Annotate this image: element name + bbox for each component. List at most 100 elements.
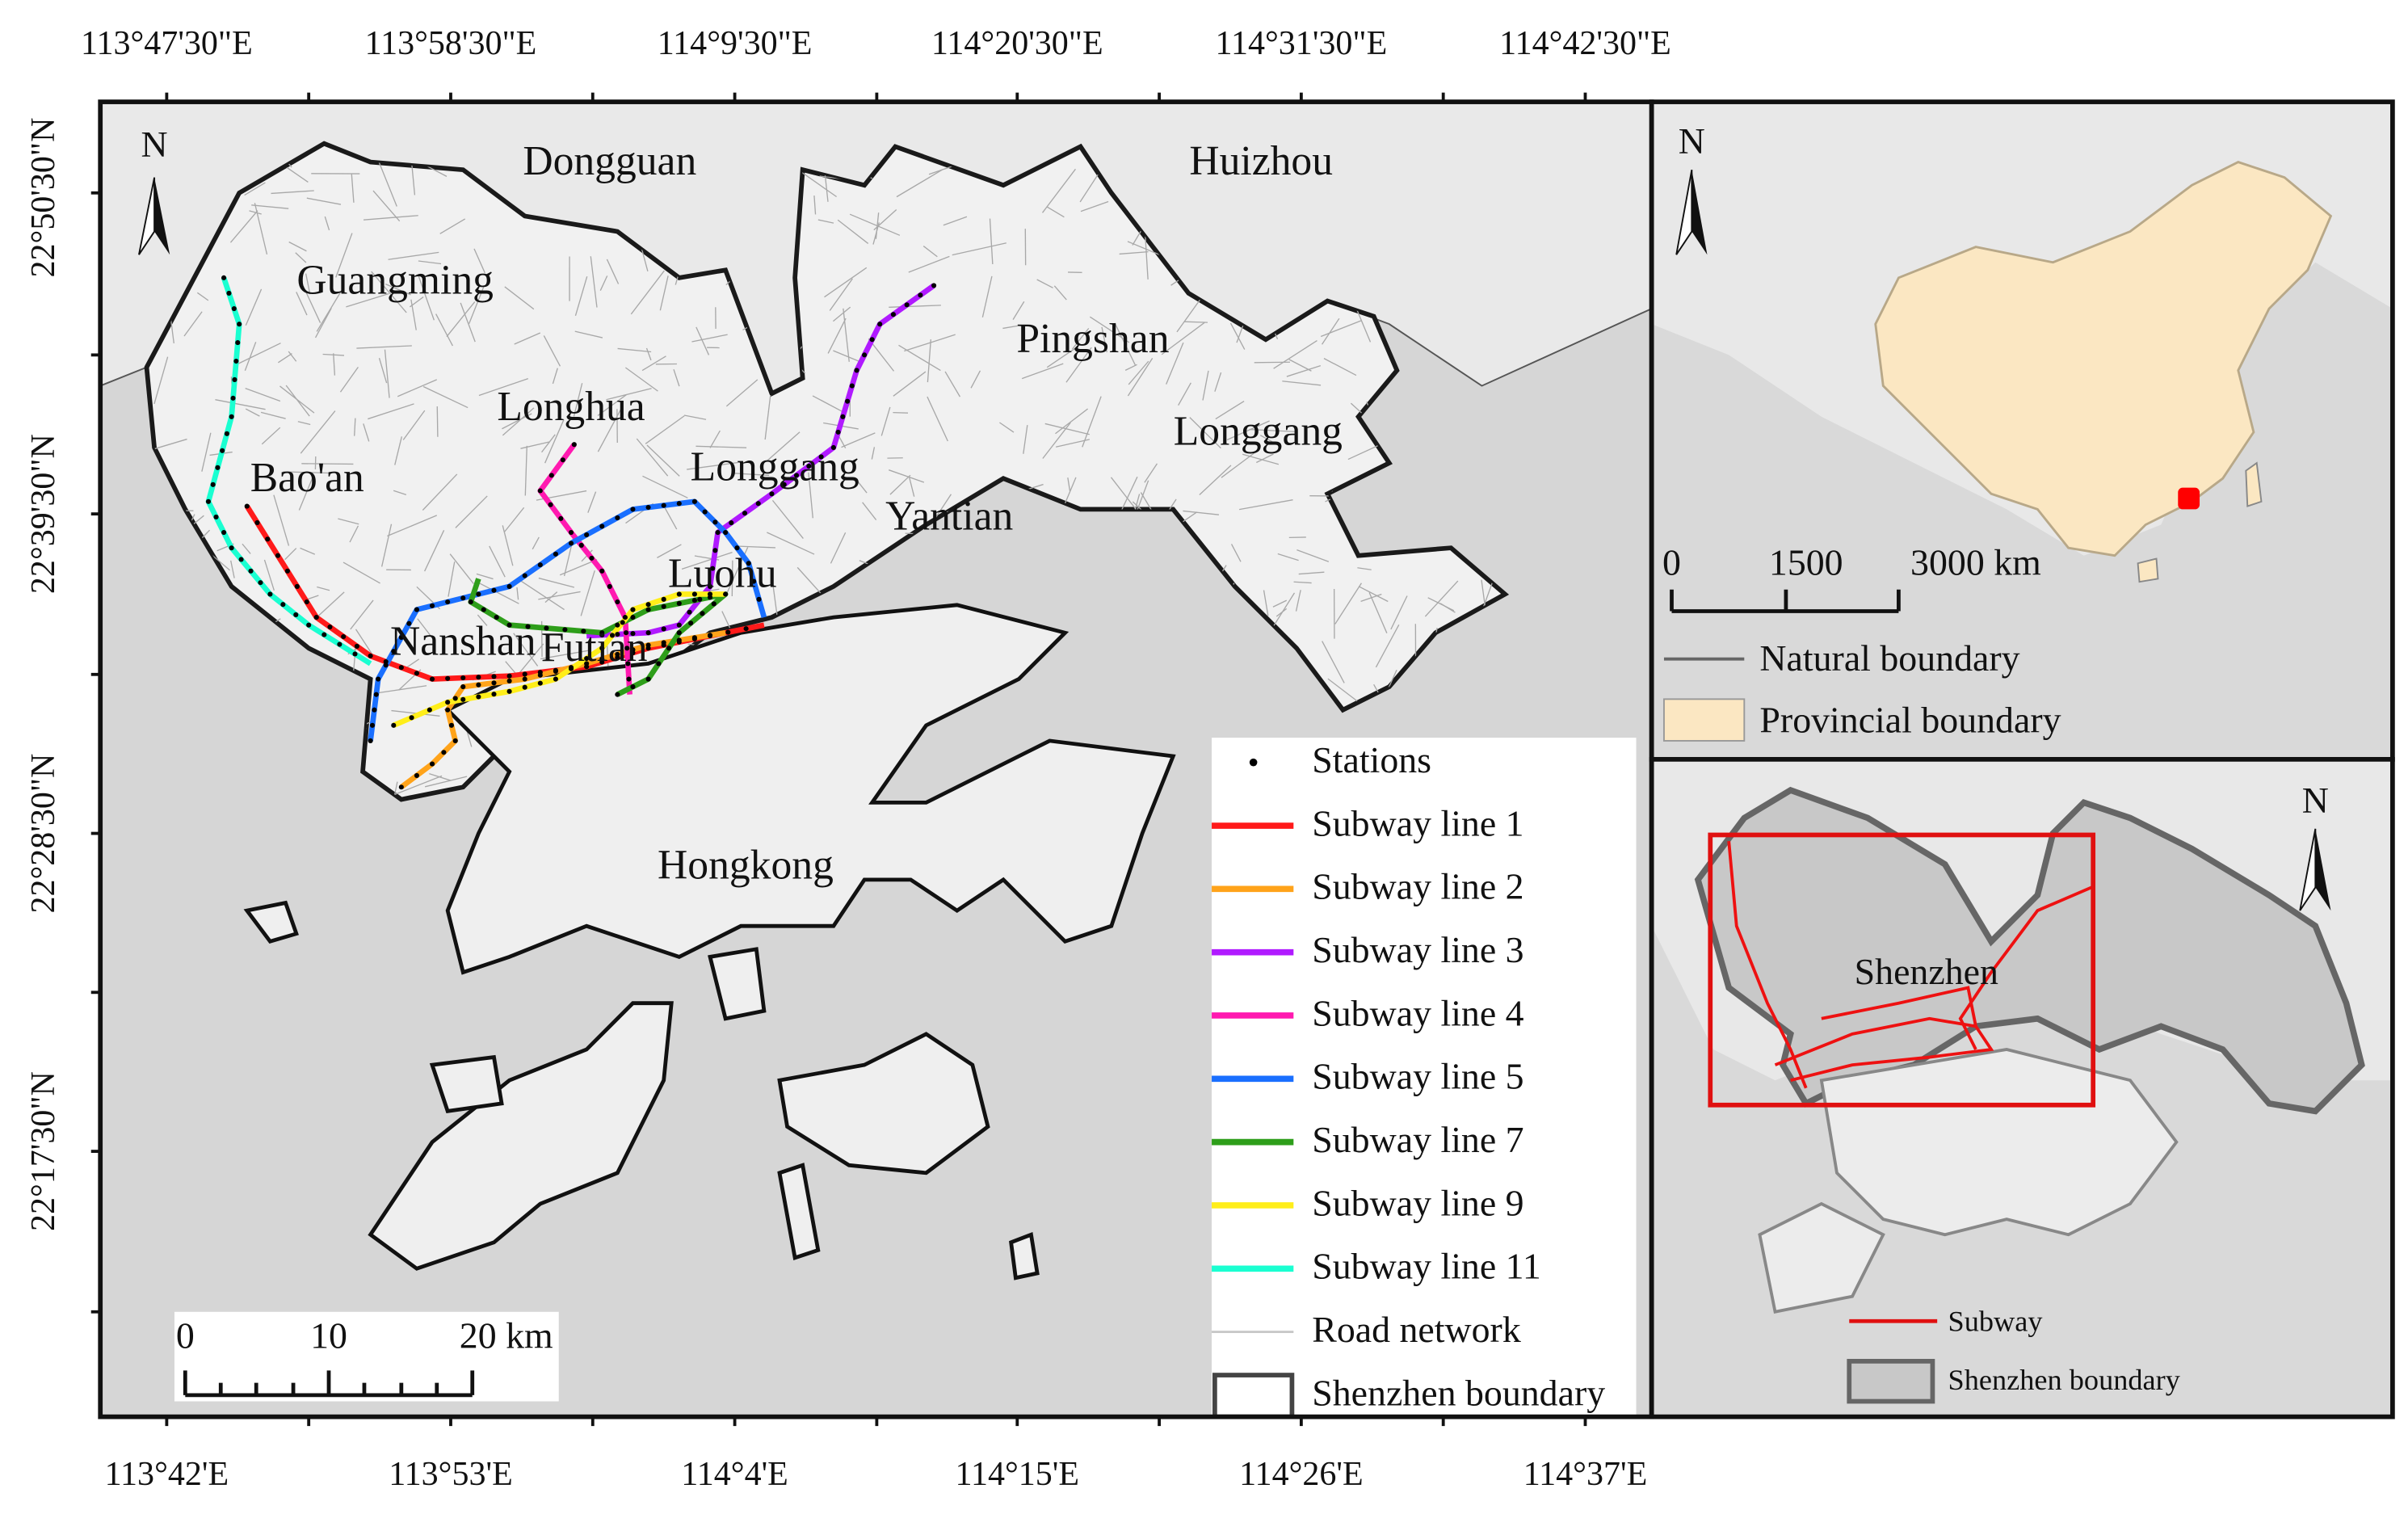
station bbox=[904, 302, 910, 308]
station bbox=[229, 414, 234, 419]
station bbox=[661, 640, 666, 646]
station bbox=[205, 498, 212, 504]
road bbox=[322, 353, 345, 356]
road bbox=[473, 248, 485, 274]
station bbox=[544, 625, 549, 631]
road bbox=[422, 473, 458, 511]
station bbox=[229, 545, 234, 551]
station bbox=[376, 676, 381, 682]
road bbox=[284, 548, 297, 561]
station bbox=[571, 442, 577, 448]
shenzhen-area bbox=[144, 141, 1510, 802]
station bbox=[275, 553, 281, 558]
station bbox=[877, 322, 883, 327]
road bbox=[183, 311, 203, 337]
station bbox=[321, 632, 327, 637]
road bbox=[410, 299, 417, 330]
place-label: Futian bbox=[541, 625, 648, 671]
station bbox=[710, 566, 716, 571]
road bbox=[201, 432, 212, 472]
road bbox=[394, 436, 403, 465]
road bbox=[541, 434, 556, 453]
road bbox=[1277, 553, 1299, 561]
road bbox=[764, 394, 771, 440]
road bbox=[295, 252, 307, 263]
station bbox=[615, 651, 620, 658]
road bbox=[659, 275, 669, 311]
island bbox=[777, 1163, 821, 1261]
subway-line bbox=[392, 591, 726, 728]
station bbox=[707, 633, 713, 638]
station bbox=[599, 646, 605, 651]
subway-sketch bbox=[1727, 840, 1808, 1089]
station bbox=[630, 507, 636, 512]
station bbox=[558, 515, 564, 521]
station bbox=[630, 607, 636, 612]
station bbox=[845, 398, 851, 404]
road bbox=[889, 469, 925, 483]
scale-label: 10 bbox=[310, 1315, 347, 1356]
station bbox=[445, 675, 451, 681]
scale-bar-box bbox=[174, 1311, 559, 1402]
road bbox=[824, 267, 868, 298]
road bbox=[388, 781, 398, 800]
road bbox=[1053, 285, 1067, 301]
station bbox=[676, 501, 682, 507]
station bbox=[599, 656, 605, 662]
scale-bar bbox=[1670, 589, 1901, 613]
top-axis-label: 114°42'30"E bbox=[1499, 25, 1671, 62]
road bbox=[1065, 347, 1092, 383]
station bbox=[676, 600, 682, 606]
road bbox=[862, 502, 877, 520]
road bbox=[514, 332, 541, 345]
road bbox=[376, 158, 397, 207]
station bbox=[599, 568, 605, 574]
road bbox=[1334, 582, 1363, 625]
road bbox=[363, 423, 370, 442]
station bbox=[522, 684, 527, 690]
scale-label: 0 bbox=[1662, 542, 1681, 583]
road bbox=[1215, 400, 1245, 420]
station bbox=[476, 675, 481, 680]
north-label: N bbox=[1679, 120, 1705, 162]
road bbox=[504, 286, 535, 310]
road bbox=[1427, 597, 1455, 612]
station bbox=[398, 665, 404, 671]
station bbox=[293, 612, 299, 617]
road bbox=[1161, 322, 1205, 355]
station bbox=[537, 488, 543, 494]
north-label: N bbox=[141, 124, 168, 165]
road bbox=[394, 775, 443, 795]
station bbox=[294, 583, 300, 589]
station bbox=[221, 275, 227, 280]
place-label: Dongguan bbox=[523, 138, 696, 184]
place-label: Hongkong bbox=[658, 842, 834, 888]
legend-label: Natural boundary bbox=[1759, 637, 2019, 679]
road bbox=[302, 285, 321, 323]
road bbox=[606, 259, 620, 284]
station bbox=[429, 603, 435, 608]
station bbox=[235, 340, 241, 346]
road bbox=[469, 286, 485, 324]
island bbox=[777, 1032, 990, 1175]
station bbox=[830, 444, 836, 451]
china bbox=[1874, 161, 2333, 557]
road bbox=[387, 515, 438, 537]
place-label: Longgang bbox=[691, 444, 859, 490]
road bbox=[943, 216, 968, 226]
road bbox=[1199, 465, 1232, 495]
road bbox=[875, 212, 880, 239]
station bbox=[666, 646, 672, 651]
station bbox=[460, 696, 466, 702]
road bbox=[833, 350, 861, 363]
road bbox=[476, 573, 494, 580]
road bbox=[908, 476, 915, 497]
station bbox=[890, 312, 896, 318]
road bbox=[1424, 580, 1459, 617]
road bbox=[970, 370, 981, 389]
road bbox=[283, 471, 330, 474]
road bbox=[1046, 206, 1065, 218]
road bbox=[927, 396, 948, 442]
road bbox=[301, 463, 354, 465]
road bbox=[580, 570, 595, 616]
